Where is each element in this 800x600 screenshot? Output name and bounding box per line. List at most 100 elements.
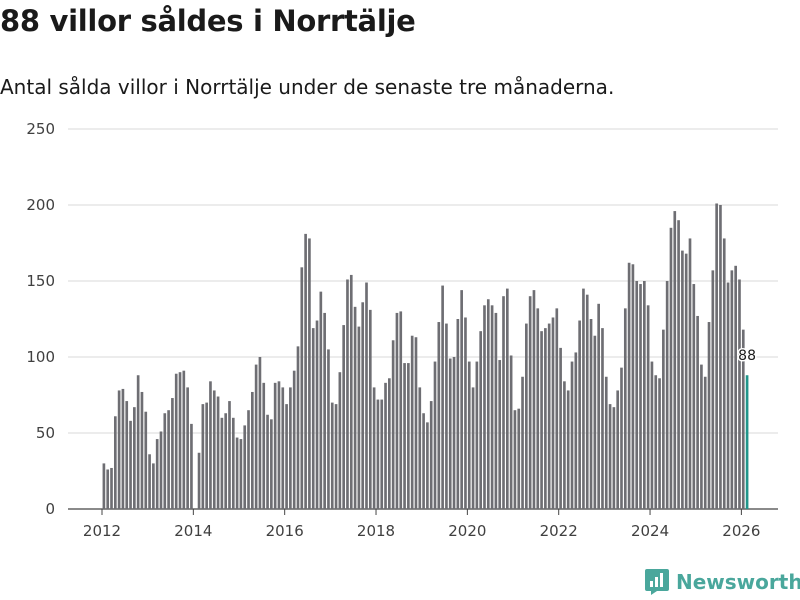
bar	[273, 382, 277, 509]
bar	[669, 227, 673, 510]
bar	[700, 364, 703, 509]
bar	[159, 431, 163, 509]
bar	[270, 419, 273, 509]
x-tick-label: 2020	[448, 522, 486, 540]
bar	[517, 408, 521, 509]
x-tick-label: 2012	[83, 522, 121, 540]
bar	[620, 367, 623, 509]
bar	[365, 282, 368, 509]
bar	[205, 402, 208, 509]
bar	[361, 302, 365, 509]
bar	[650, 361, 654, 509]
bar	[536, 308, 540, 509]
bar	[171, 398, 174, 509]
bar	[601, 328, 604, 509]
bar	[426, 422, 429, 509]
bar	[285, 404, 288, 509]
bar	[403, 363, 406, 509]
bar	[308, 238, 311, 509]
bar	[456, 319, 460, 509]
bar	[471, 387, 475, 509]
bar	[464, 317, 467, 509]
bar	[483, 305, 486, 509]
bar	[277, 381, 281, 509]
bar	[110, 467, 113, 509]
bar	[551, 317, 555, 509]
bar	[407, 363, 410, 509]
bar	[254, 364, 258, 509]
bar	[433, 361, 437, 509]
brand-name: Newsworthy	[676, 570, 800, 594]
bar	[266, 414, 269, 509]
bar	[327, 349, 330, 509]
bar	[152, 463, 155, 509]
bar	[197, 452, 201, 509]
bar	[376, 399, 380, 509]
bar	[498, 360, 502, 509]
bar	[304, 233, 307, 509]
bar	[106, 469, 110, 509]
bar	[239, 439, 243, 509]
bar	[281, 387, 285, 509]
bar	[334, 404, 338, 509]
y-tick-label: 100	[26, 348, 55, 366]
bar	[681, 250, 684, 509]
bar	[654, 375, 658, 509]
bar	[388, 378, 391, 509]
bar	[547, 323, 551, 509]
chart-subtitle: Antal sålda villor i Norrtälje under de …	[0, 75, 615, 99]
bar	[231, 417, 235, 509]
bar	[201, 404, 205, 509]
bar	[209, 381, 212, 509]
bar	[593, 335, 597, 509]
bar	[505, 288, 509, 509]
bar	[677, 220, 680, 509]
bar	[684, 253, 688, 509]
bar	[566, 390, 570, 509]
bar	[228, 401, 231, 509]
bar	[467, 361, 471, 509]
bar	[155, 439, 159, 509]
bar	[563, 381, 566, 509]
bar	[570, 361, 574, 509]
bar	[224, 413, 228, 509]
bar	[384, 382, 387, 509]
bar	[604, 376, 608, 509]
y-tick-label: 250	[26, 120, 55, 138]
bar	[544, 328, 547, 509]
bar	[578, 320, 581, 509]
bar	[494, 312, 498, 509]
bar	[479, 331, 483, 509]
bar	[342, 325, 345, 509]
bar	[212, 390, 216, 509]
bar	[148, 454, 151, 509]
x-tick-label: 2016	[266, 522, 304, 540]
bar	[555, 308, 559, 509]
bar	[525, 323, 528, 509]
bar	[486, 299, 490, 509]
bar	[330, 402, 334, 509]
bar	[646, 305, 650, 509]
bar	[616, 390, 620, 509]
bar	[734, 265, 737, 509]
bar	[703, 376, 707, 509]
bar	[445, 323, 448, 509]
bar	[658, 378, 661, 509]
bar	[540, 331, 543, 509]
bar	[410, 335, 414, 509]
bar	[136, 375, 140, 509]
newsworthy-logo-icon	[645, 569, 669, 595]
bar	[612, 407, 616, 509]
bar	[349, 274, 353, 509]
bar	[353, 306, 357, 509]
bar	[418, 387, 422, 509]
x-tick-label: 2018	[357, 522, 395, 540]
bar	[635, 281, 639, 509]
bar	[582, 288, 585, 509]
bar	[258, 357, 262, 509]
bar	[399, 311, 403, 509]
bar	[502, 296, 505, 509]
bar	[665, 281, 669, 509]
bar	[475, 361, 479, 509]
bar	[722, 238, 726, 509]
